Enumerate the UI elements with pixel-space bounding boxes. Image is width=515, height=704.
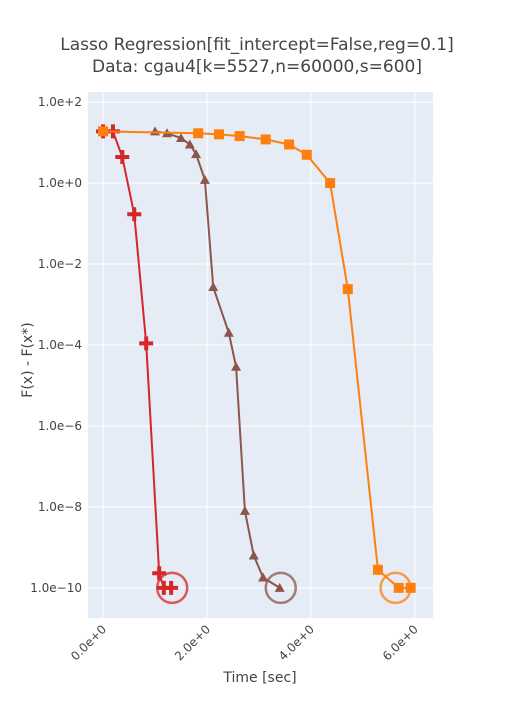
marker <box>342 284 353 295</box>
y-tick-label: 1.0e−6 <box>38 419 82 433</box>
plot-area <box>88 92 433 618</box>
y-tick-label: 1.0e+0 <box>38 176 82 190</box>
highlight-circle <box>379 571 412 605</box>
y-tick-label: 1.0e−2 <box>38 257 82 271</box>
x-tick-label: 4.0e+0 <box>276 622 317 663</box>
marker <box>372 564 383 575</box>
y-tick-label: 1.0e+2 <box>38 95 82 109</box>
y-tick-label: 1.0e−4 <box>38 338 82 352</box>
marker <box>260 134 271 145</box>
y-tick-label: 1.0e−10 <box>30 581 82 595</box>
marker <box>239 505 250 515</box>
highlight-circle <box>155 571 189 605</box>
highlight-circle <box>264 571 298 605</box>
marker <box>139 336 154 351</box>
y-axis-title: F(x) - F(x*) <box>20 322 36 397</box>
chart-subtitle: Data: cgau4[k=5527,n=60000,s=600] <box>92 57 422 77</box>
x-tick-label: 2.0e+0 <box>172 622 213 663</box>
marker <box>231 361 242 371</box>
marker <box>176 133 187 143</box>
marker <box>152 566 167 581</box>
marker <box>213 129 224 140</box>
marker <box>258 572 269 582</box>
marker <box>248 550 259 560</box>
marker <box>274 582 285 592</box>
marker <box>98 126 109 137</box>
x-tick-label: 0.0e+0 <box>68 622 109 663</box>
marker <box>325 178 336 189</box>
marker <box>184 139 195 149</box>
x-axis-title: Time [sec] <box>222 670 296 686</box>
chart-title: Lasso Regression[fit_intercept=False,reg… <box>60 35 454 55</box>
marker <box>156 580 171 595</box>
marker <box>234 131 245 142</box>
marker <box>115 150 130 165</box>
y-tick-label: 1.0e−8 <box>38 500 82 514</box>
marker <box>208 282 219 292</box>
marker <box>191 149 202 159</box>
marker <box>301 149 312 160</box>
marker <box>127 207 142 222</box>
marker <box>284 139 295 150</box>
x-tick-label: 6.0e+0 <box>380 622 421 663</box>
marker <box>393 582 404 593</box>
marker <box>199 174 210 184</box>
marker <box>164 580 179 595</box>
marker <box>193 128 204 139</box>
marker <box>223 327 234 337</box>
